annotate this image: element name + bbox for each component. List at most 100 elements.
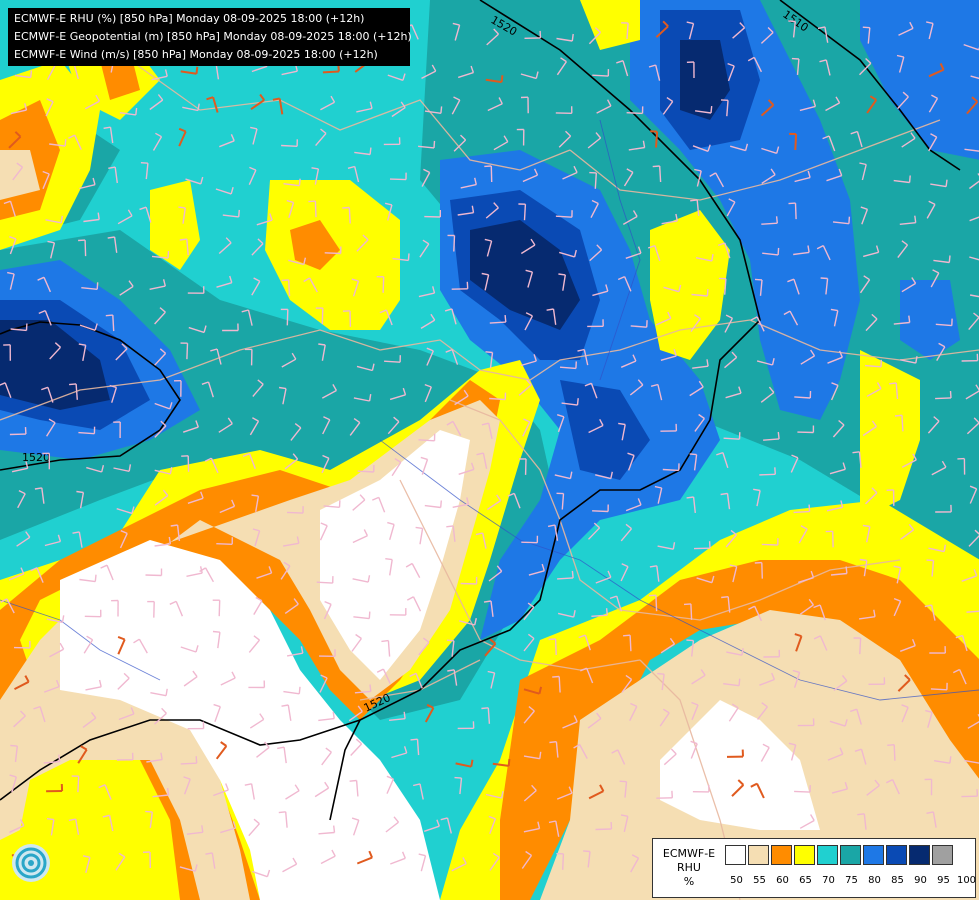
wind-barb bbox=[319, 525, 328, 541]
wind-barb-flag bbox=[952, 668, 960, 674]
wind-barb-flag bbox=[689, 453, 697, 456]
wind-barb-flag bbox=[943, 544, 947, 552]
wind-barb bbox=[50, 819, 55, 836]
wind-barb bbox=[800, 355, 815, 365]
wind-barb-flag bbox=[914, 215, 917, 223]
wind-barb bbox=[895, 382, 899, 400]
wind-barb bbox=[424, 504, 441, 509]
wind-barb-flag bbox=[500, 75, 504, 83]
wind-barb-flag bbox=[500, 791, 504, 799]
wind-barb bbox=[391, 107, 406, 118]
wind-barb bbox=[586, 667, 594, 684]
wind-barb bbox=[352, 819, 360, 836]
wind-barb bbox=[252, 870, 268, 878]
wind-barb-flag bbox=[46, 818, 54, 821]
wind-barb-flag bbox=[808, 598, 814, 606]
wind-barb bbox=[825, 102, 840, 112]
wind-barb bbox=[453, 139, 467, 152]
wind-barb-flag bbox=[747, 56, 755, 62]
wind-barb-flag bbox=[787, 278, 795, 283]
wind-barb bbox=[321, 457, 330, 474]
wind-barb-flag bbox=[648, 594, 656, 597]
wind-barb-flag bbox=[200, 491, 204, 499]
wind-barb bbox=[459, 778, 463, 795]
wind-barb bbox=[866, 526, 871, 543]
wind-barb bbox=[824, 26, 829, 43]
wind-barb-flag bbox=[402, 73, 406, 81]
wind-barb bbox=[901, 282, 916, 293]
wind-barb bbox=[696, 199, 700, 216]
wind-barb-flag bbox=[178, 127, 187, 133]
wind-barb-flag bbox=[169, 600, 177, 605]
wind-barb bbox=[724, 242, 731, 259]
wind-barb bbox=[351, 638, 362, 652]
wind-barb bbox=[629, 635, 632, 652]
wind-barb-flag bbox=[932, 269, 940, 274]
wind-barb bbox=[178, 131, 187, 147]
wind-barb bbox=[486, 33, 499, 46]
wind-barb bbox=[485, 207, 499, 219]
wind-barb-flag bbox=[675, 213, 678, 222]
wind-barb bbox=[753, 605, 763, 622]
wind-barb-flag bbox=[445, 348, 453, 353]
wind-barb-flag bbox=[160, 752, 163, 760]
wind-barb-flag bbox=[128, 464, 132, 472]
wind-barb-flag bbox=[552, 675, 560, 678]
wind-barb-flag bbox=[463, 389, 469, 397]
wind-barb bbox=[822, 245, 831, 261]
wind-barb bbox=[214, 706, 221, 723]
wind-barb bbox=[451, 862, 467, 872]
wind-barb-flag bbox=[303, 277, 311, 283]
wind-barb bbox=[901, 707, 909, 723]
wind-barb-flag bbox=[227, 417, 233, 425]
wind-barb-flag bbox=[24, 675, 30, 683]
wind-barb bbox=[119, 285, 134, 296]
wind-barb-flag bbox=[577, 348, 585, 352]
wind-barb-flag bbox=[871, 420, 877, 427]
wind-barb-flag bbox=[525, 850, 532, 856]
wind-barb bbox=[657, 384, 663, 401]
wind-barb-flag bbox=[286, 199, 294, 204]
wind-barb bbox=[119, 533, 128, 549]
wind-barb bbox=[827, 356, 843, 364]
wind-barb bbox=[596, 105, 612, 114]
wind-barb-flag bbox=[376, 668, 384, 673]
wind-barb bbox=[833, 680, 848, 691]
wind-barb bbox=[558, 135, 572, 148]
wind-barb bbox=[629, 706, 638, 722]
wind-barb bbox=[524, 315, 534, 331]
wind-barb bbox=[45, 101, 54, 117]
wind-barb-flag bbox=[436, 819, 440, 827]
wind-barb-flag bbox=[909, 21, 914, 29]
wind-barb-flag bbox=[774, 467, 776, 475]
wind-barb-flag bbox=[526, 379, 532, 386]
wind-barb-flag bbox=[331, 849, 336, 857]
wind-barb-flag bbox=[60, 215, 63, 223]
wind-barb-flag bbox=[20, 567, 25, 575]
wind-barb bbox=[489, 397, 506, 401]
wind-barb-flag bbox=[896, 54, 904, 58]
wind-barb-flag bbox=[264, 741, 270, 748]
wind-barb bbox=[833, 310, 839, 327]
wind-barb-flag bbox=[192, 670, 198, 678]
wind-barb-flag bbox=[775, 216, 778, 224]
wind-barb-flag bbox=[859, 162, 867, 166]
wind-barb-flag bbox=[333, 825, 336, 833]
wind-barb-flag bbox=[849, 708, 858, 713]
wind-barb bbox=[587, 717, 602, 729]
wind-barb bbox=[862, 425, 877, 437]
wind-barb bbox=[12, 166, 24, 181]
wind-barb bbox=[78, 531, 83, 548]
wind-barb-flag bbox=[140, 162, 148, 164]
wind-barb bbox=[488, 570, 503, 582]
wind-barb bbox=[795, 635, 803, 652]
wind-barb bbox=[288, 279, 291, 296]
wind-barb bbox=[323, 505, 340, 508]
isohypse-lines bbox=[0, 0, 961, 821]
wind-barb-flag bbox=[80, 745, 88, 751]
wind-barb bbox=[695, 110, 712, 114]
wind-barb bbox=[583, 349, 589, 366]
wind-barb bbox=[115, 856, 126, 871]
wind-barb-flag bbox=[605, 284, 609, 292]
wind-barb bbox=[248, 639, 261, 653]
